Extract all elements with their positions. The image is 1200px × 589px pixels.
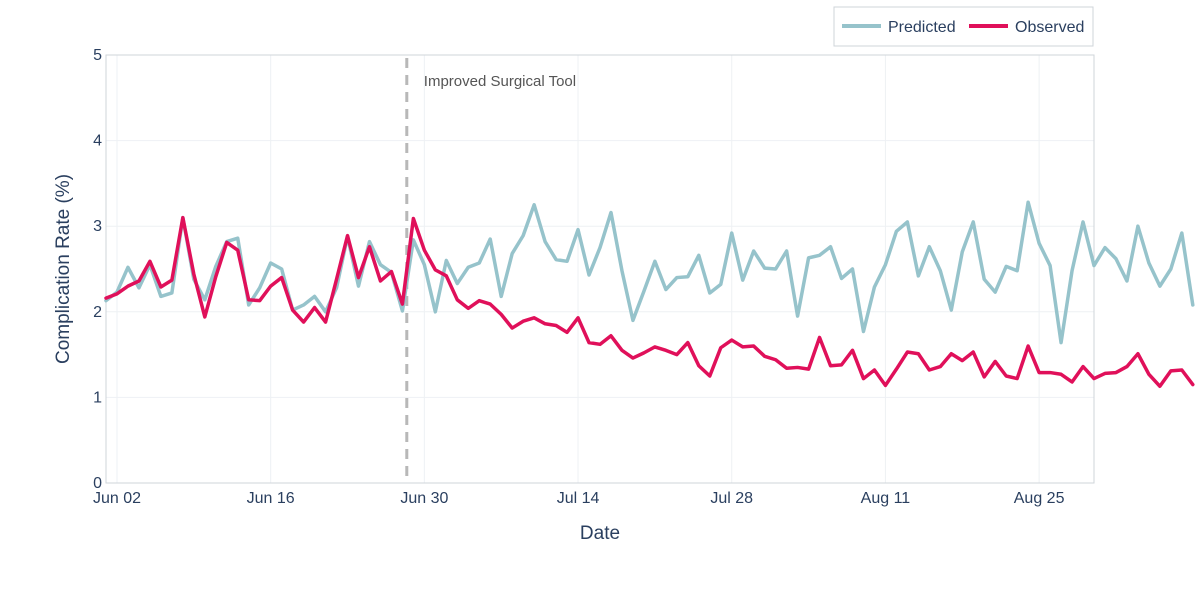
x-axis-ticks: Jun 02 Jun 16 Jun 30 Jul 14 Jul 28 Aug 11 Aug … [93,490,1065,507]
y-tick-label: 5 [93,47,102,64]
x-axis-title: Date [580,523,620,544]
y-tick-label: 3 [93,218,102,235]
annotation-label: Improved Surgical Tool [424,73,576,90]
legend[interactable]: Predicted Observed [833,6,1094,47]
x-tick-label: Jul 28 [710,490,753,507]
gridlines [106,54,1094,483]
y-axis-ticks: 0 1 2 3 4 5 [93,47,102,492]
x-tick-label: Jun 16 [247,490,295,507]
y-axis-title: Complication Rate (%) [53,174,74,364]
plot-area-frame [105,54,1095,484]
series-layer [104,200,1195,389]
y-tick-label: 2 [93,304,102,321]
x-tick-label: Jun 30 [400,490,448,507]
y-tick-label: 4 [93,133,102,150]
x-tick-label: Aug 25 [1014,490,1065,507]
y-tick-label: 0 [93,475,102,492]
x-tick-label: Jun 02 [93,490,141,507]
x-tick-label: Jul 14 [557,490,600,507]
x-tick-label: Aug 11 [861,490,911,507]
y-tick-label: 1 [93,389,102,406]
legend-label-observed[interactable]: Observed [1015,19,1084,36]
series-line-observed [104,215,1195,389]
legend-label-predicted[interactable]: Predicted [888,19,956,36]
